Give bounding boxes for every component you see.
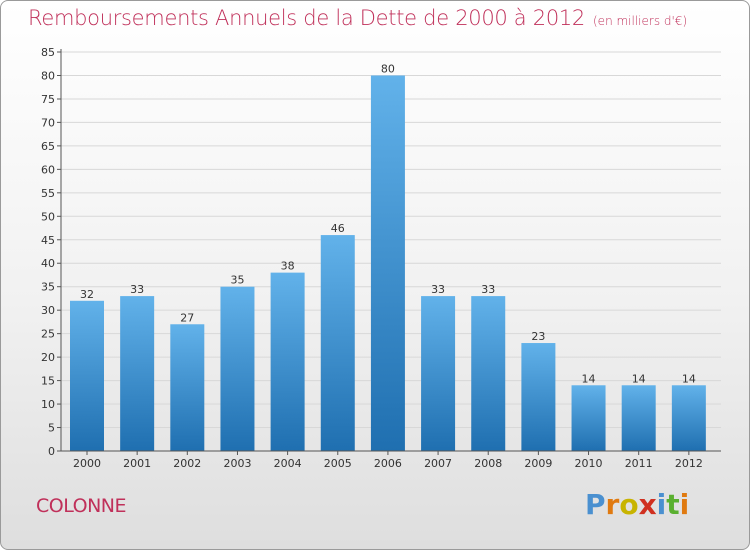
logo-letter: o: [619, 488, 639, 521]
bar: [571, 385, 606, 451]
commune-name: COLONNE: [36, 495, 127, 517]
chart-title-text: Remboursements Annuels de la Dette de 20…: [28, 6, 585, 30]
proxiti-logo: Proxiti: [585, 488, 689, 521]
y-tick-label: 55: [41, 187, 55, 200]
x-tick-label: 2011: [625, 457, 653, 470]
data-label: 14: [582, 372, 596, 385]
data-label: 35: [230, 274, 244, 287]
y-tick-label: 60: [41, 163, 55, 176]
y-tick-label: 20: [41, 351, 55, 364]
data-label: 33: [431, 283, 445, 296]
data-label: 38: [281, 260, 295, 273]
y-tick-label: 10: [41, 398, 55, 411]
x-tick-label: 2003: [223, 457, 251, 470]
y-tick-label: 0: [48, 445, 55, 458]
bar: [220, 286, 255, 451]
logo-letter: t: [666, 488, 680, 521]
bar: [471, 296, 506, 451]
x-tick-label: 2001: [123, 457, 151, 470]
bar: [70, 300, 104, 451]
y-tick-label: 25: [41, 328, 55, 341]
y-tick-label: 75: [41, 93, 55, 106]
data-label: 33: [130, 283, 144, 296]
y-tick-label: 65: [41, 140, 55, 153]
y-tick-label: 40: [41, 257, 55, 270]
y-tick-label: 85: [41, 46, 55, 59]
bar: [370, 75, 405, 452]
bar: [421, 296, 456, 451]
logo-letter: P: [585, 488, 606, 521]
logo-letter: i: [679, 488, 690, 521]
bar: [270, 272, 305, 451]
bar: [621, 385, 656, 451]
data-label: 32: [80, 288, 94, 301]
x-tick-label: 2012: [675, 457, 703, 470]
y-tick-label: 30: [41, 304, 55, 317]
data-label: 80: [381, 62, 395, 75]
data-label: 46: [331, 222, 345, 235]
y-tick-label: 35: [41, 281, 55, 294]
data-label: 27: [180, 311, 194, 324]
data-label: 23: [531, 330, 545, 343]
x-tick-label: 2006: [374, 457, 402, 470]
data-label: 14: [682, 372, 696, 385]
x-tick-label: 2005: [324, 457, 352, 470]
y-tick-label: 15: [41, 375, 55, 388]
x-tick-label: 2008: [474, 457, 502, 470]
y-tick-label: 45: [41, 234, 55, 247]
axes: 0 5 10 15 20 25 30 35 40 45 50 55 60 65 70 75 80 85 2000 20…: [41, 46, 721, 470]
logo-letter: r: [605, 488, 620, 521]
data-label: 33: [481, 283, 495, 296]
logo-letter: i: [656, 488, 667, 521]
logo-letter: x: [638, 488, 657, 521]
y-tick-label: 80: [41, 69, 55, 82]
bar: [671, 385, 706, 451]
chart-title: Remboursements Annuels de la Dette de 20…: [28, 6, 687, 30]
x-tick-label: 2002: [173, 457, 201, 470]
chart-unit: (en milliers d'€): [593, 14, 688, 28]
bar: [170, 324, 205, 451]
y-tick-label: 50: [41, 210, 55, 223]
bars: 32 33 27 35 38 46 80 33 33 23 14 14 14: [70, 62, 706, 452]
x-tick-label: 2004: [274, 457, 302, 470]
bar: [120, 296, 155, 451]
x-tick-label: 2000: [73, 457, 101, 470]
y-tick-label: 70: [41, 116, 55, 129]
y-tick-label: 5: [48, 422, 55, 435]
x-tick-label: 2007: [424, 457, 452, 470]
data-label: 14: [632, 372, 646, 385]
x-tick-label: 2010: [575, 457, 603, 470]
bar: [521, 343, 556, 451]
bar: [320, 235, 355, 451]
x-tick-label: 2009: [524, 457, 552, 470]
